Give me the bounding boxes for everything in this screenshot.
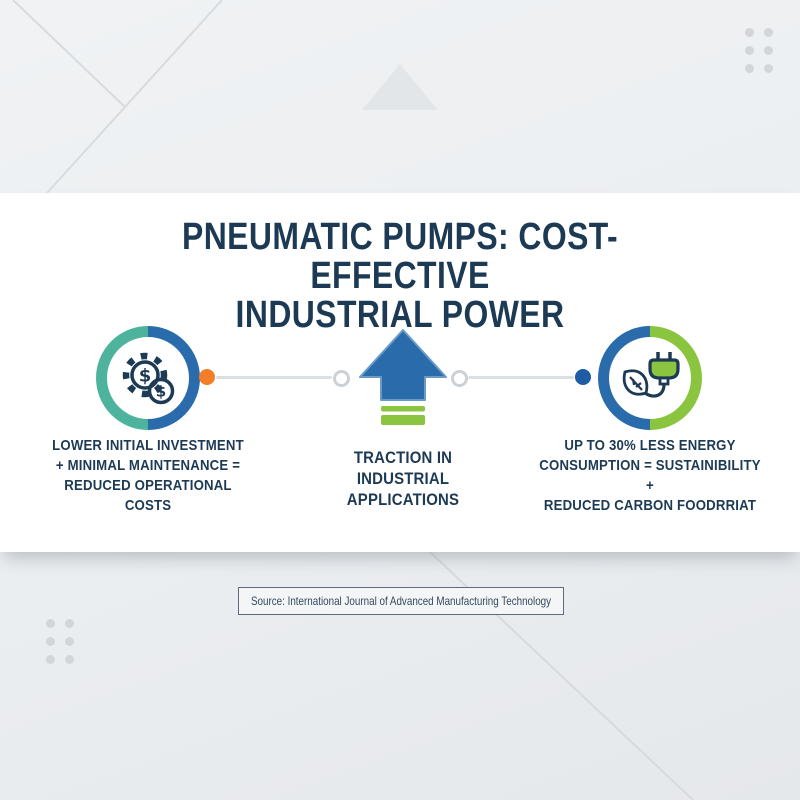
dots-pattern-bottom-left xyxy=(46,619,74,664)
connector-line xyxy=(468,376,574,379)
source-citation-box: Source: International Journal of Advance… xyxy=(238,587,564,615)
caption-line: TRACTION IN xyxy=(353,448,453,467)
feature-caption-energy: UP TO 30% LESS ENERGY CONSUMPTION = SUST… xyxy=(534,436,766,516)
caption-line: + MINIMAL MAINTENANCE = xyxy=(55,457,241,474)
diagonal-line xyxy=(46,0,223,194)
triangle-decoration xyxy=(362,64,438,110)
connector-dot-navy xyxy=(575,369,591,385)
connector-dot-orange xyxy=(199,369,215,385)
caption-line: REDUCED CARBON FOODRRIAT xyxy=(543,497,757,514)
caption-line: UP TO 30% LESS ENERGY xyxy=(564,437,736,454)
caption-line: LOWER INITIAL INVESTMENT xyxy=(52,437,244,454)
caption-line: APPLICATIONS xyxy=(346,490,460,509)
caption-line: REDUCED OPERATIONAL COSTS xyxy=(64,477,232,514)
connector-ring xyxy=(333,370,350,387)
dollar-symbol: $ xyxy=(156,383,166,401)
caption-line: INDUSTRIAL xyxy=(356,469,450,488)
leaf-plug-icon xyxy=(598,326,702,430)
connector-ring xyxy=(451,370,468,387)
title-line-2: INDUSTRIAL POWER xyxy=(235,294,565,336)
connector-line xyxy=(216,376,332,379)
dots-pattern-top-right xyxy=(745,28,773,73)
source-citation-text: Source: International Journal of Advance… xyxy=(250,594,552,608)
caption-line: CONSUMPTION = SUSTAINIBILITY + xyxy=(539,457,761,494)
feature-caption-cost: LOWER INITIAL INVESTMENT + MINIMAL MAINT… xyxy=(42,436,253,516)
gear-dollar-icon: $ $ xyxy=(96,326,200,430)
diagonal-line xyxy=(12,0,126,108)
feature-caption-traction: TRACTION IN INDUSTRIAL APPLICATIONS xyxy=(333,447,474,510)
up-arrow-icon xyxy=(359,329,447,425)
dollar-symbol: $ xyxy=(139,366,152,387)
title-line-1: PNEUMATIC PUMPS: COST-EFFECTIVE xyxy=(181,216,619,297)
page-title: PNEUMATIC PUMPS: COST-EFFECTIVE INDUSTRI… xyxy=(106,218,694,335)
